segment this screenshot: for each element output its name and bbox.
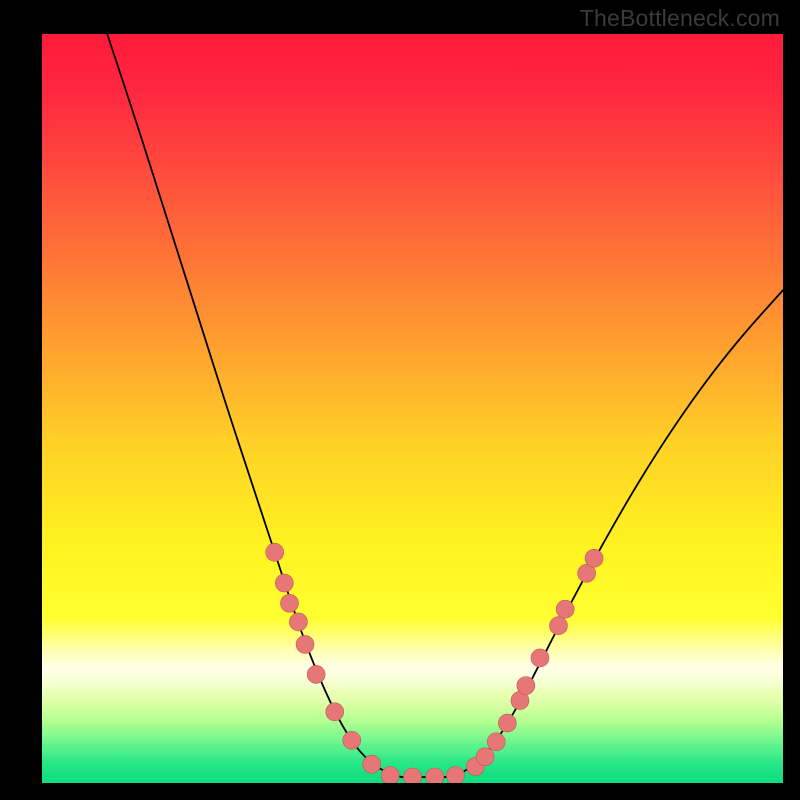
watermark-text: TheBottleneck.com xyxy=(580,5,780,32)
bottleneck-curve xyxy=(42,34,783,783)
plot-area xyxy=(42,34,783,783)
chart-container: { "watermark": { "text": "TheBottleneck.… xyxy=(0,0,800,800)
